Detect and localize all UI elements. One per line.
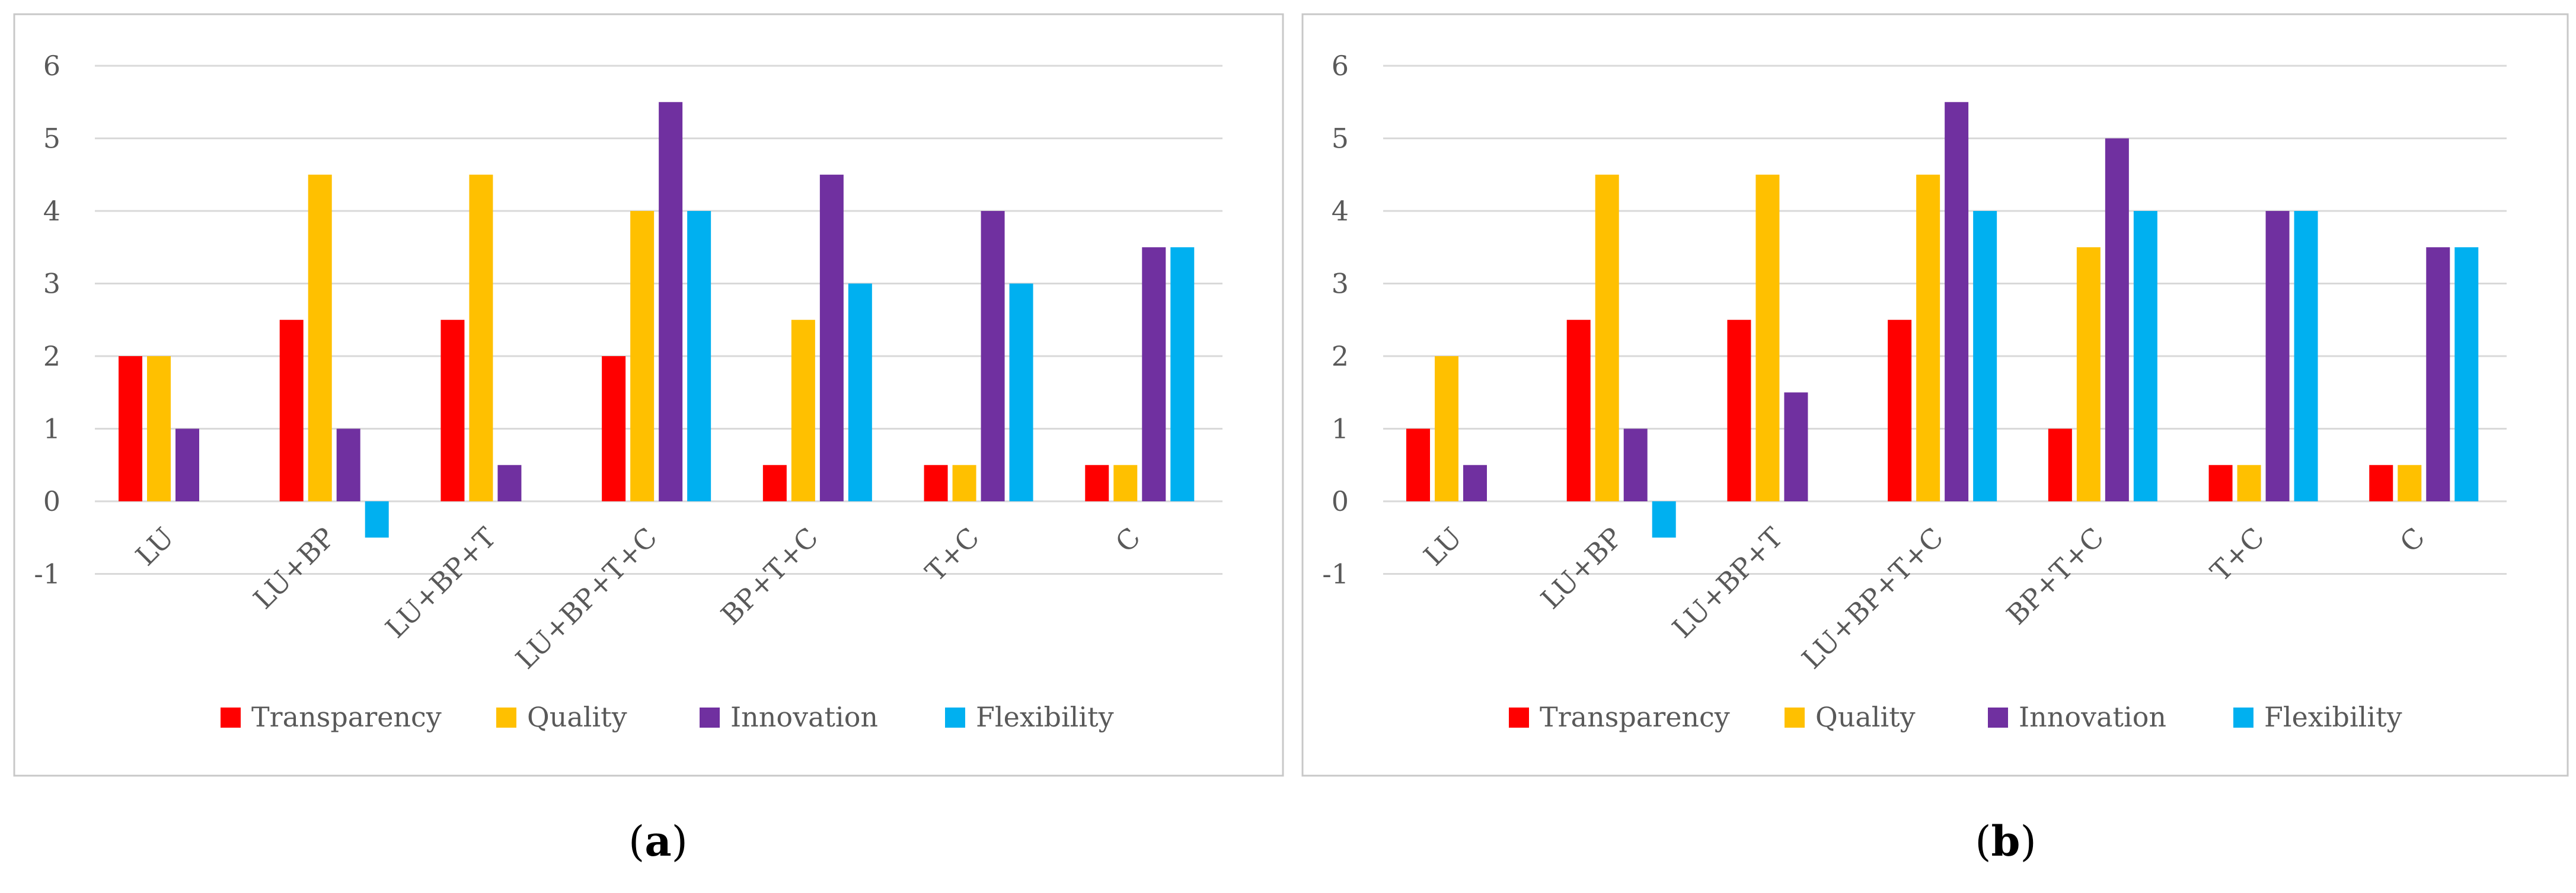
chart-a-ytick-label: 3 — [43, 268, 60, 300]
caption-b: (b) — [1917, 817, 2095, 866]
legend-b-transparency-swatch — [1509, 708, 1529, 728]
chart-a-ytick-label: 6 — [43, 50, 60, 82]
chart-panel-a: -1 0 1 2 3 4 5 6 LU LU+BP LU+BP+T LU+BP+T+C BP+T+C T+… — [13, 13, 1284, 866]
legend-a-quality-swatch — [496, 708, 516, 728]
legend-b-quality-label: Quality — [1815, 701, 1916, 733]
legend-b-innovation-swatch — [1988, 708, 2008, 728]
legend-a-transparency-label: Transparency — [251, 701, 442, 733]
bar-a-transparency-6 — [1085, 465, 1109, 501]
legend-b-transparency-label: Transparency — [1540, 701, 1730, 733]
bar-b-innovation-5 — [2265, 211, 2290, 501]
chart-panel-b: -1 0 1 2 3 4 5 6 LU LU+BP LU+BP+T LU+BP+T+C BP+T+C T+… — [1288, 0, 2576, 893]
bar-a-quality-1 — [308, 174, 332, 501]
bar-a-flexibility-1 — [365, 501, 389, 538]
bar-a-quality-0 — [147, 356, 171, 501]
bar-a-innovation-1 — [336, 428, 360, 501]
bar-b-quality-3 — [1916, 174, 1940, 501]
bar-a-flexibility-4 — [848, 283, 872, 501]
caption-a: (a) — [569, 817, 747, 866]
bar-a-flexibility-6 — [1170, 247, 1195, 501]
bar-b-flexibility-6 — [2454, 247, 2479, 501]
legend-a-transparency-swatch — [221, 708, 241, 728]
caption-a-close: ) — [671, 817, 688, 866]
bar-b-flexibility-4 — [2133, 211, 2157, 501]
chart-b-ytick-label: 6 — [1332, 50, 1349, 82]
legend-b-flexibility-swatch — [2233, 708, 2253, 728]
legend-a-quality-label: Quality — [527, 701, 627, 733]
bar-a-innovation-2 — [497, 465, 522, 501]
legend-a-flexibility-swatch — [945, 708, 965, 728]
bar-a-innovation-5 — [981, 211, 1005, 501]
bar-a-transparency-0 — [119, 356, 142, 501]
bar-a-quality-4 — [791, 319, 815, 501]
bar-a-innovation-6 — [1142, 247, 1166, 501]
bar-b-innovation-4 — [2105, 138, 2129, 501]
bar-b-transparency-2 — [1727, 319, 1751, 501]
caption-a-open: ( — [628, 817, 645, 866]
bar-b-transparency-3 — [1888, 319, 1912, 501]
bar-a-transparency-1 — [279, 319, 304, 501]
chart-a-ytick-label: 5 — [43, 123, 60, 155]
chart-b-ytick-label: -1 — [1322, 558, 1349, 590]
bar-a-transparency-3 — [602, 356, 626, 501]
caption-b-open: ( — [1975, 817, 1991, 866]
chart-a-ytick-label: 0 — [43, 485, 60, 517]
bar-b-flexibility-1 — [1652, 501, 1676, 538]
bar-b-quality-4 — [2076, 247, 2101, 501]
legend-a-innovation-label: Innovation — [730, 701, 878, 733]
chart-b-ytick-label: 0 — [1332, 485, 1349, 517]
bar-a-innovation-4 — [819, 174, 844, 501]
bar-b-flexibility-5 — [2294, 211, 2318, 501]
legend-b-flexibility-label: Flexibility — [2264, 701, 2402, 733]
chart-a-ytick-label: 2 — [43, 340, 60, 372]
caption-a-letter: a — [644, 817, 672, 866]
chart-b-ytick-label: 3 — [1332, 268, 1349, 300]
bar-a-flexibility-3 — [687, 211, 711, 501]
bar-a-innovation-0 — [175, 428, 199, 501]
caption-b-close: ) — [2020, 817, 2036, 866]
bar-b-quality-0 — [1435, 356, 1458, 501]
bar-b-transparency-4 — [2048, 428, 2072, 501]
bar-a-innovation-3 — [659, 102, 683, 501]
chart-a-ytick-label: -1 — [34, 558, 60, 590]
bar-a-quality-3 — [630, 211, 655, 501]
chart-a-ytick-label: 1 — [43, 413, 60, 445]
bar-b-innovation-2 — [1784, 392, 1808, 501]
bar-a-quality-6 — [1113, 465, 1138, 501]
legend-a-innovation-swatch — [700, 708, 720, 728]
bar-b-transparency-1 — [1566, 319, 1591, 501]
bar-a-quality-2 — [469, 174, 493, 501]
chart-b-ytick-label: 4 — [1332, 195, 1349, 227]
bar-a-transparency-4 — [762, 465, 787, 501]
bar-b-innovation-3 — [1945, 102, 1969, 501]
chart-b-ytick-label: 1 — [1332, 413, 1349, 445]
bar-b-innovation-1 — [1623, 428, 1648, 501]
bar-b-innovation-0 — [1463, 465, 1487, 501]
bar-b-quality-1 — [1595, 174, 1619, 501]
caption-b-letter: b — [1991, 817, 2020, 866]
chart-b-ytick-label: 5 — [1332, 123, 1349, 155]
bar-b-quality-5 — [2237, 465, 2261, 501]
bar-b-flexibility-3 — [1973, 211, 1997, 501]
chart-a-ytick-label: 4 — [43, 195, 60, 227]
bar-b-transparency-6 — [2369, 465, 2393, 501]
chart-b-ytick-label: 2 — [1332, 340, 1349, 372]
legend-b-innovation-label: Innovation — [2019, 701, 2166, 733]
bar-a-transparency-5 — [924, 465, 948, 501]
bar-b-transparency-0 — [1406, 428, 1430, 501]
bar-a-transparency-2 — [440, 319, 465, 501]
bar-b-quality-2 — [1755, 174, 1780, 501]
bar-b-innovation-6 — [2426, 247, 2450, 501]
bar-a-quality-5 — [952, 465, 976, 501]
legend-b-quality-swatch — [1785, 708, 1805, 728]
bar-a-flexibility-5 — [1009, 283, 1033, 501]
legend-a-flexibility-label: Flexibility — [976, 701, 1114, 733]
bar-b-quality-6 — [2398, 465, 2422, 501]
bar-b-transparency-5 — [2208, 465, 2233, 501]
